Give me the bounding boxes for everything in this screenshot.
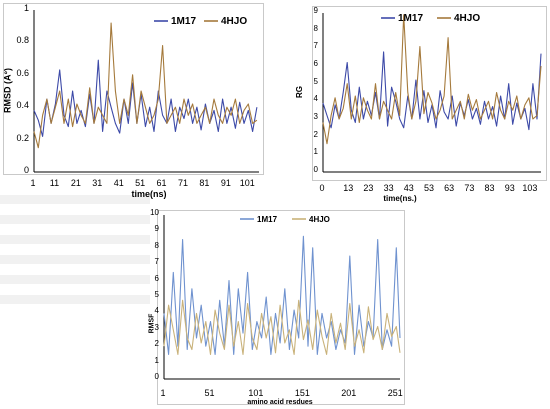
y-tick-label: 6 (313, 59, 318, 68)
y-tick-label: 0 (23, 165, 29, 175)
x-tick-label: 91 (220, 178, 231, 188)
x-tick-label: 11 (49, 178, 60, 188)
x-tick-label: 1 (30, 178, 36, 188)
x-tick-label: 31 (92, 178, 103, 188)
x-tick-label: 53 (423, 183, 434, 193)
y-tick-label: 0.8 (16, 35, 29, 46)
y-tick-label: 2 (154, 339, 159, 349)
y-tick-label: 3 (313, 112, 318, 121)
x-tick-label: 0 (319, 183, 325, 193)
y-axis-label: RMSF (148, 313, 156, 334)
y-axis-label: RG (295, 86, 304, 98)
x-tick-label: 251 (387, 388, 403, 398)
rg-chart: 1M17 4HJO (322, 13, 542, 173)
rmsd-chart: 1M17 4HJO (33, 10, 259, 173)
y-tick-label: 1 (154, 355, 159, 365)
y-tick-label: 8 (154, 240, 159, 250)
x-tick-label: 1 (160, 388, 166, 398)
y-tick-label: 8 (313, 23, 318, 33)
x-tick-label: 43 (403, 183, 414, 193)
x-tick-label: 51 (135, 178, 146, 188)
series-line-1m17 (33, 59, 258, 137)
legend-label: 4HJO (221, 16, 247, 27)
x-tick-label: 71 (177, 178, 189, 188)
x-tick-label: 81 (199, 178, 210, 188)
y-tick-label: 7 (313, 41, 318, 51)
y-tick-label: 4 (154, 306, 159, 316)
y-tick-label: 0.2 (16, 132, 29, 143)
series-line-4hjo (33, 22, 258, 149)
x-tick-label: 103 (522, 183, 538, 193)
series-line-1m17 (322, 51, 542, 131)
rg-chart-panel: 1M17 4HJO (312, 6, 547, 181)
x-tick-label: 83 (484, 183, 495, 193)
y-tick-label: 1 (23, 3, 29, 13)
x-tick-label: 13 (343, 183, 354, 193)
y-tick-label: 9 (154, 224, 159, 234)
x-tick-label: 101 (248, 388, 264, 398)
x-tick-label: 101 (239, 178, 255, 188)
legend-label: 1M17 (171, 16, 196, 27)
y-tick-label: 0.6 (16, 67, 29, 78)
series-line-1m17 (163, 235, 401, 355)
legend-label: 4HJO (309, 215, 330, 224)
legend-label: 1M17 (398, 13, 423, 24)
y-tick-label: 9 (313, 6, 318, 15)
x-tick-label: 41 (113, 178, 124, 188)
y-tick-label: 10 (150, 208, 159, 217)
x-tick-label: 63 (444, 183, 455, 193)
y-tick-label: 1 (313, 147, 318, 157)
x-tick-label: 33 (383, 183, 394, 193)
x-axis-label: time(ns.) (383, 194, 417, 203)
series-line-4hjo (322, 14, 542, 145)
x-tick-label: 93 (504, 183, 515, 193)
y-tick-label: 4 (313, 94, 318, 104)
y-tick-label: 7 (154, 257, 159, 267)
legend-label: 1M17 (257, 215, 278, 224)
rmsf-chart: 1M17 4HJO (163, 215, 401, 380)
x-axis-label: amino acid resdues (247, 399, 313, 406)
y-tick-label: 0 (154, 372, 159, 381)
x-tick-label: 51 (204, 388, 215, 398)
left-artifact (0, 195, 150, 345)
y-axis-label: RMSD (A°) (2, 67, 13, 114)
y-tick-label: 6 (154, 273, 159, 283)
y-tick-label: 0 (313, 165, 318, 174)
legend-label: 4HJO (454, 13, 480, 24)
y-tick-label: 3 (154, 322, 159, 332)
rmsf-chart-panel: 1M17 4HJO (157, 210, 405, 405)
x-tick-label: 73 (464, 183, 475, 193)
series-line-4hjo (163, 299, 401, 355)
x-tick-label: 23 (363, 183, 374, 193)
y-tick-label: 5 (313, 76, 318, 86)
x-tick-label: 21 (70, 178, 81, 188)
y-tick-label: 2 (313, 129, 318, 139)
y-tick-label: 0.4 (16, 100, 29, 111)
x-tick-label: 151 (294, 388, 310, 398)
y-tick-label: 5 (154, 290, 159, 299)
rmsd-chart-panel: 1M17 4HJO (3, 3, 264, 175)
x-tick-label: 61 (156, 178, 167, 188)
x-axis-label: time(ns) (131, 189, 167, 199)
x-tick-label: 201 (341, 388, 357, 398)
